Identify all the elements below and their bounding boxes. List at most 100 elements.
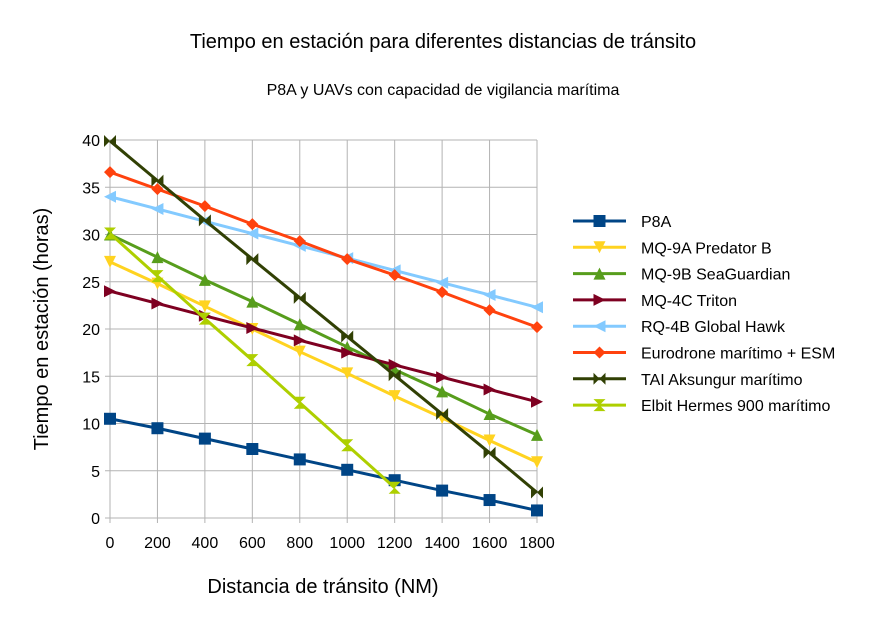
legend-item: MQ-9B SeaGuardian — [573, 267, 790, 284]
series-4 — [104, 190, 543, 314]
data-point — [341, 439, 354, 452]
legend-marker — [593, 346, 606, 359]
series-group — [104, 134, 543, 517]
series-line — [109, 195, 538, 309]
legend-label: MQ-9B SeaGuardian — [641, 267, 790, 284]
y-tick-label: 25 — [82, 275, 100, 292]
x-tick-label: 0 — [106, 535, 115, 552]
chart-subtitle: P8A y UAVs con capacidad de vigilancia m… — [267, 82, 620, 99]
data-point — [293, 334, 306, 347]
data-point — [293, 235, 306, 248]
series-5 — [104, 166, 543, 334]
data-point — [151, 202, 164, 215]
data-point — [198, 200, 211, 213]
data-point — [341, 330, 354, 343]
x-tick-label: 1800 — [519, 535, 555, 552]
data-point — [198, 214, 211, 227]
data-point — [246, 253, 259, 266]
data-point — [198, 300, 211, 313]
data-point — [151, 422, 164, 435]
tick-labels: 0 200 400 600 800 1000 1200 1400 1600 1800 0 5 10 15 2… — [82, 133, 555, 552]
data-point — [483, 383, 496, 396]
data-point — [293, 291, 306, 304]
legend-item: MQ-9A Predator B — [573, 240, 772, 257]
data-point — [436, 484, 449, 497]
data-point — [341, 253, 354, 266]
series-0 — [104, 412, 543, 517]
y-tick-label: 20 — [82, 322, 100, 339]
legend-item: Eurodrone marítimo + ESM — [573, 346, 835, 363]
data-point — [341, 346, 354, 359]
x-tick-label: 1200 — [377, 535, 413, 552]
legend-label: P8A — [641, 214, 672, 231]
data-point — [436, 385, 449, 398]
data-point — [531, 301, 543, 314]
series-line — [109, 233, 538, 437]
data-point — [388, 390, 401, 403]
data-point — [151, 251, 164, 264]
data-point — [246, 354, 259, 367]
x-tick-label: 800 — [286, 535, 313, 552]
data-point — [341, 367, 354, 380]
data-point — [531, 321, 543, 334]
data-point — [388, 369, 401, 382]
data-point — [293, 318, 306, 331]
data-point — [531, 456, 543, 469]
y-tick-label: 5 — [91, 464, 100, 481]
legend-item: Elbit Hermes 900 marítimo — [573, 398, 830, 415]
data-point — [483, 434, 496, 447]
x-tick-label: 1400 — [424, 535, 460, 552]
x-tick-label: 1600 — [472, 535, 508, 552]
data-point — [436, 371, 449, 384]
legend-item: TAI Aksungur marítimo — [573, 372, 803, 389]
legend-label: Elbit Hermes 900 marítimo — [641, 398, 830, 415]
y-tick-label: 0 — [91, 511, 100, 528]
data-point — [246, 218, 259, 231]
data-point — [531, 428, 543, 441]
data-point — [436, 276, 449, 289]
data-point — [104, 255, 116, 268]
data-point — [246, 295, 259, 308]
series-2 — [104, 228, 543, 441]
legend-item: RQ-4B Global Hawk — [573, 319, 786, 336]
data-point — [104, 134, 116, 147]
y-tick-label: 40 — [82, 133, 100, 150]
data-point — [388, 269, 401, 282]
data-point — [246, 227, 259, 240]
data-point — [388, 358, 401, 371]
series-line — [109, 139, 538, 494]
data-point — [483, 408, 496, 421]
legend-item: P8A — [573, 214, 672, 231]
series-6 — [104, 134, 543, 499]
legend-label: MQ-4C Triton — [641, 293, 737, 310]
x-axis-label: Distancia de tránsito (NM) — [207, 576, 438, 598]
y-tick-label: 35 — [82, 180, 100, 197]
data-point — [198, 312, 211, 325]
legend-label: TAI Aksungur marítimo — [641, 372, 803, 389]
series-line — [109, 289, 538, 404]
data-point — [246, 443, 259, 456]
data-point — [483, 304, 496, 317]
legend-marker — [593, 372, 606, 385]
legend-marker — [593, 293, 606, 306]
x-tick-label: 1000 — [329, 535, 365, 552]
data-point — [293, 345, 306, 358]
legend-marker — [593, 267, 606, 280]
y-tick-label: 15 — [82, 369, 100, 386]
x-tick-label: 400 — [192, 535, 219, 552]
data-point — [198, 432, 211, 445]
data-point — [104, 285, 116, 298]
series-line — [109, 170, 538, 329]
y-tick-label: 30 — [82, 228, 100, 245]
data-point — [483, 494, 496, 507]
series-7 — [104, 227, 401, 494]
data-point — [104, 412, 116, 425]
data-point — [436, 408, 449, 421]
data-point — [341, 463, 354, 476]
legend-marker — [593, 215, 606, 227]
data-point — [293, 453, 306, 466]
series-line — [109, 417, 538, 512]
data-point — [293, 396, 306, 409]
data-point — [483, 446, 496, 459]
